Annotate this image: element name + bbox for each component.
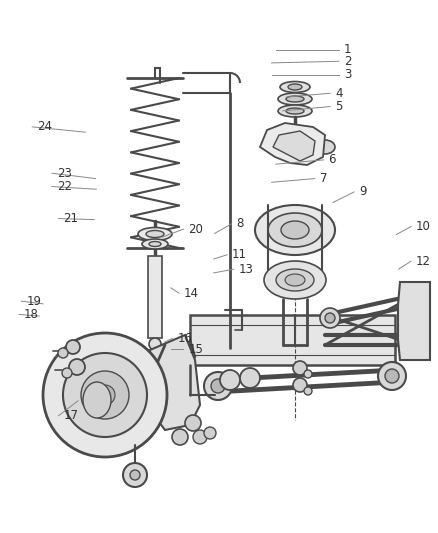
Text: 9: 9 bbox=[359, 185, 367, 198]
Ellipse shape bbox=[255, 205, 335, 255]
Circle shape bbox=[325, 313, 335, 323]
Text: 14: 14 bbox=[184, 287, 199, 300]
Text: 5: 5 bbox=[335, 100, 343, 113]
Text: 19: 19 bbox=[26, 295, 41, 308]
Text: 6: 6 bbox=[328, 154, 336, 166]
Ellipse shape bbox=[83, 382, 111, 418]
Circle shape bbox=[66, 340, 80, 354]
Circle shape bbox=[378, 362, 406, 390]
Circle shape bbox=[220, 370, 240, 390]
Ellipse shape bbox=[268, 213, 322, 247]
Circle shape bbox=[43, 333, 167, 457]
Text: 11: 11 bbox=[232, 248, 247, 261]
Ellipse shape bbox=[285, 274, 305, 286]
Circle shape bbox=[123, 463, 147, 487]
Ellipse shape bbox=[278, 105, 312, 117]
Ellipse shape bbox=[280, 82, 310, 93]
Text: 15: 15 bbox=[188, 343, 203, 356]
Ellipse shape bbox=[288, 84, 302, 90]
Ellipse shape bbox=[286, 108, 304, 114]
Text: 2: 2 bbox=[344, 55, 351, 68]
Polygon shape bbox=[260, 123, 325, 165]
Circle shape bbox=[193, 430, 207, 444]
Circle shape bbox=[401, 326, 429, 354]
Circle shape bbox=[320, 308, 340, 328]
Text: 13: 13 bbox=[239, 263, 254, 276]
Text: 20: 20 bbox=[188, 223, 203, 236]
Ellipse shape bbox=[146, 230, 164, 238]
Circle shape bbox=[62, 368, 72, 378]
Text: 8: 8 bbox=[237, 217, 244, 230]
Circle shape bbox=[304, 387, 312, 395]
Ellipse shape bbox=[276, 269, 314, 291]
Circle shape bbox=[95, 385, 115, 405]
Circle shape bbox=[185, 415, 201, 431]
Circle shape bbox=[211, 379, 225, 393]
Polygon shape bbox=[398, 282, 430, 360]
Ellipse shape bbox=[264, 261, 326, 299]
Circle shape bbox=[304, 370, 312, 378]
Circle shape bbox=[81, 371, 129, 419]
Text: 4: 4 bbox=[335, 87, 343, 100]
Text: 1: 1 bbox=[344, 43, 351, 56]
Text: 16: 16 bbox=[177, 332, 192, 345]
Ellipse shape bbox=[281, 221, 309, 239]
Circle shape bbox=[130, 470, 140, 480]
Bar bbox=[190, 315, 395, 365]
Circle shape bbox=[69, 359, 85, 375]
Circle shape bbox=[204, 427, 216, 439]
Circle shape bbox=[149, 338, 161, 350]
Ellipse shape bbox=[315, 140, 335, 154]
Text: 17: 17 bbox=[64, 409, 78, 422]
Ellipse shape bbox=[142, 239, 168, 249]
Circle shape bbox=[385, 369, 399, 383]
Circle shape bbox=[408, 293, 422, 307]
Text: 18: 18 bbox=[24, 308, 39, 321]
Text: 22: 22 bbox=[57, 180, 72, 193]
Ellipse shape bbox=[278, 93, 312, 105]
Circle shape bbox=[204, 372, 232, 400]
Polygon shape bbox=[150, 335, 200, 430]
Bar bbox=[148, 256, 162, 338]
Circle shape bbox=[408, 333, 422, 347]
Circle shape bbox=[293, 361, 307, 375]
Ellipse shape bbox=[138, 228, 172, 240]
Text: 10: 10 bbox=[416, 220, 431, 233]
Text: 23: 23 bbox=[57, 167, 72, 180]
Text: 21: 21 bbox=[64, 212, 78, 225]
Text: 12: 12 bbox=[416, 255, 431, 268]
Circle shape bbox=[58, 348, 68, 358]
Polygon shape bbox=[273, 131, 315, 161]
Circle shape bbox=[240, 368, 260, 388]
Circle shape bbox=[401, 286, 429, 314]
Text: 3: 3 bbox=[344, 68, 351, 81]
Circle shape bbox=[63, 353, 147, 437]
Text: 7: 7 bbox=[320, 172, 327, 185]
Circle shape bbox=[293, 378, 307, 392]
Ellipse shape bbox=[149, 241, 161, 246]
Ellipse shape bbox=[286, 96, 304, 102]
Text: 24: 24 bbox=[37, 120, 52, 133]
Circle shape bbox=[172, 429, 188, 445]
